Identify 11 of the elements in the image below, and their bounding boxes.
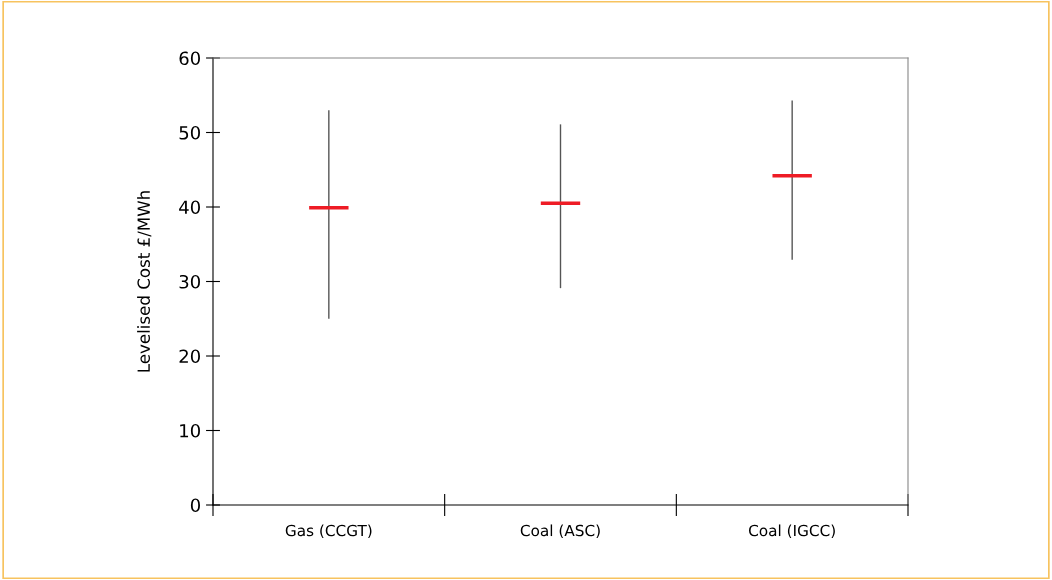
y-tick-label: 0	[190, 498, 200, 513]
y-tick-label: 30	[179, 274, 200, 289]
x-tick-label: Gas (CCGT)	[285, 524, 372, 539]
x-tick-label: Coal (IGCC)	[748, 524, 835, 539]
y-tick-label: 10	[180, 423, 200, 438]
y-tick-label: 40	[179, 200, 200, 215]
x-tick-label: Coal (ASC)	[520, 524, 600, 539]
y-tick-label: 60	[179, 51, 200, 66]
y-tick-label: 50	[179, 125, 200, 140]
y-tick-label: 20	[179, 349, 200, 364]
y-axis-title: Levelised Cost £/MWh	[137, 191, 152, 372]
